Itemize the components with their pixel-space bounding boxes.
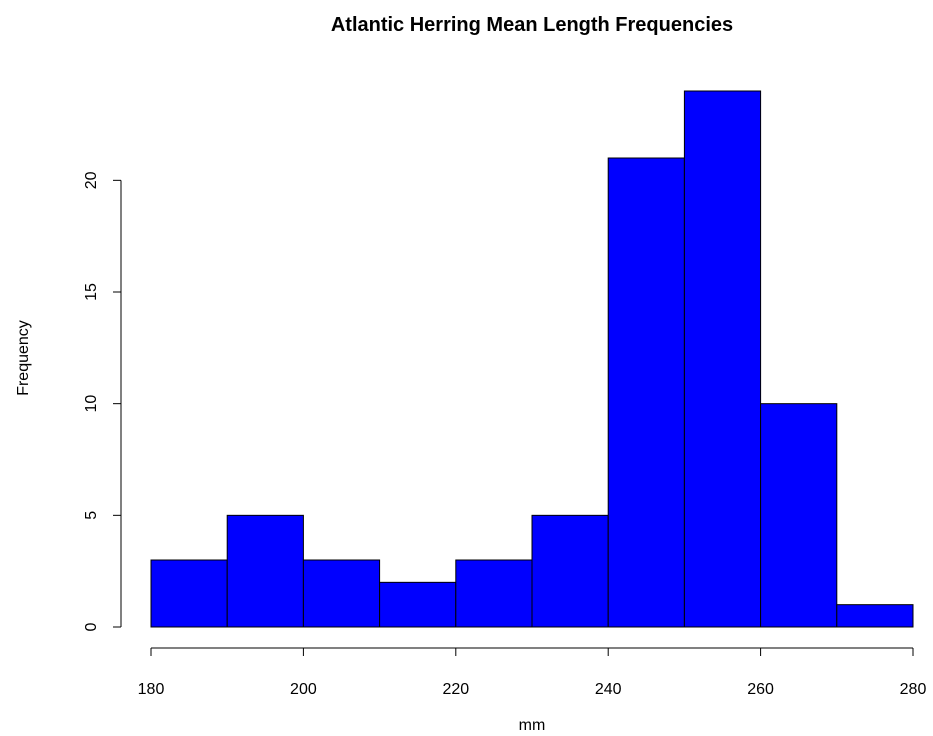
y-tick-label: 20 xyxy=(83,171,100,189)
x-tick-label: 280 xyxy=(900,681,927,698)
histogram-bar xyxy=(683,90,762,628)
histogram-bar xyxy=(379,581,457,628)
histogram-bar xyxy=(607,157,685,628)
histogram-bar xyxy=(836,604,914,628)
histogram-bar xyxy=(455,559,533,628)
y-tick-label: 15 xyxy=(83,283,100,301)
y-axis: 0 5 10 15 20 xyxy=(83,171,122,631)
y-tick-label: 5 xyxy=(83,511,100,520)
y-tick-label: 0 xyxy=(83,622,100,631)
x-tick-label: 180 xyxy=(138,681,165,698)
histogram-bar xyxy=(150,559,228,628)
chart-title: Atlantic Herring Mean Length Frequencies xyxy=(331,14,733,36)
histogram-bar xyxy=(226,514,304,628)
y-axis-label: Frequency xyxy=(15,320,32,396)
y-tick-label: 10 xyxy=(83,395,100,413)
x-axis-label: mm xyxy=(519,717,546,734)
histogram-bar xyxy=(531,514,609,628)
bars-group xyxy=(150,90,914,628)
histogram-bar xyxy=(760,403,838,628)
x-tick-label: 200 xyxy=(290,681,317,698)
x-tick-label: 240 xyxy=(595,681,622,698)
histogram-bar xyxy=(302,559,381,628)
x-tick-label: 220 xyxy=(442,681,469,698)
x-axis: 180 200 220 240 260 280 xyxy=(138,647,927,698)
x-tick-label: 260 xyxy=(747,681,774,698)
